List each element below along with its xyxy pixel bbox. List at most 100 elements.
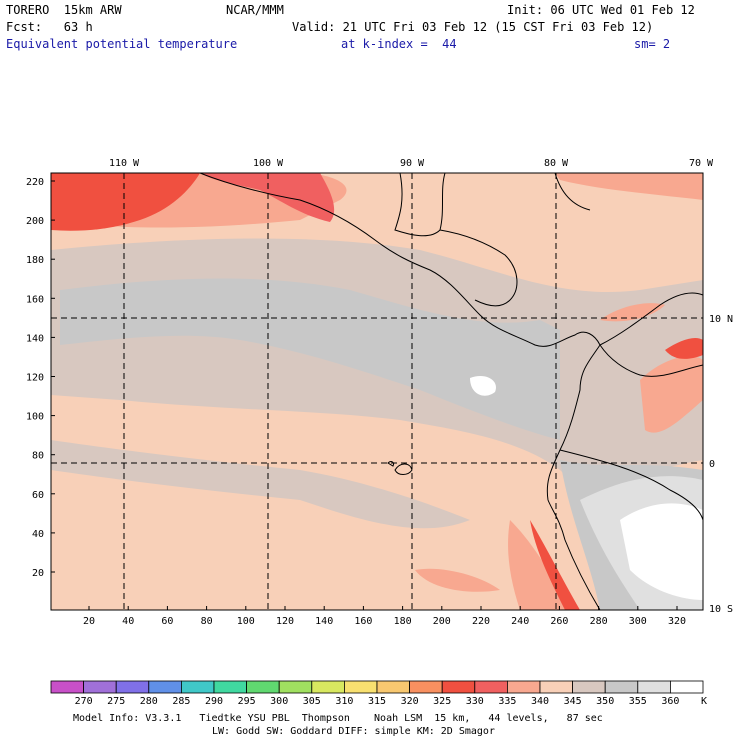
colorbar-unit: K (701, 696, 707, 707)
colorbar-label: 330 (466, 696, 484, 707)
colorbar-label: 275 (107, 696, 125, 707)
lon-label: 110 W (109, 158, 140, 169)
colorbar-label: 335 (498, 696, 516, 707)
y-tick-label: 160 (26, 294, 44, 305)
colorbar-label: 315 (368, 696, 386, 707)
colorbar-label: 360 (661, 696, 679, 707)
y-tick-label: 220 (26, 177, 44, 188)
colorbar-label: 300 (270, 696, 288, 707)
x-tick-label: 240 (511, 616, 529, 627)
top-lon-labels: 110 W 100 W 90 W 80 W 70 W (109, 158, 714, 169)
x-tick-label: 180 (394, 616, 412, 627)
colorbar-swatch (637, 680, 671, 694)
x-tick-label: 260 (550, 616, 568, 627)
colorbar-labels: 270 275 280 285 290 295 300 305 310 315 320 325 330 3… (75, 696, 680, 707)
x-tick-label: 80 (201, 616, 213, 627)
colorbar-label: 280 (140, 696, 158, 707)
lon-label: 80 W (544, 158, 569, 169)
lat-label: 0 (709, 459, 715, 470)
y-tick-label: 40 (32, 529, 44, 540)
field-330-northeast (200, 173, 335, 222)
y-tick-label: 60 (32, 490, 44, 501)
field-355-band (60, 278, 560, 440)
colorbar-label: 285 (172, 696, 190, 707)
colorbar-swatch (441, 680, 476, 694)
footer-model-info: Model Info: V3.3.1 Tiedtke YSU PBL Thomp… (73, 713, 603, 724)
field-name: Equivalent potential temperature (6, 37, 238, 51)
lat-label: 10 S (709, 604, 733, 615)
colorbar-swatch (311, 680, 345, 694)
lon-label: 90 W (400, 158, 425, 169)
colorbar-label: 270 (75, 696, 93, 707)
x-tick-labels: 20 40 60 80 100 120 140 160 180 200 220 240 260 280 30… (83, 606, 686, 627)
graticule (51, 173, 703, 610)
x-tick-label: 20 (83, 616, 95, 627)
field-350-lower (51, 440, 470, 529)
init-time: Init: 06 UTC Wed 01 Feb 12 (507, 3, 695, 17)
forecast-hour: Fcst: 63 h (6, 20, 93, 34)
colorbar-label: 325 (433, 696, 451, 707)
colorbar-label: 305 (303, 696, 321, 707)
colorbar-swatch (604, 680, 639, 694)
x-tick-label: 220 (472, 616, 490, 627)
colorbar (50, 680, 704, 694)
field-340-east (640, 356, 703, 433)
colorbar-label: 340 (531, 696, 549, 707)
y-tick-label: 80 (32, 451, 44, 462)
theta-e-field (51, 173, 703, 610)
model-title: TORERO 15km ARW (6, 3, 122, 17)
lat-label: 10 N (709, 314, 733, 325)
field-330-coast (530, 520, 580, 610)
colorbar-swatch (376, 680, 410, 694)
footer-physics: LW: Godd SW: Goddard DIFF: simple KM: 2D… (212, 726, 495, 737)
y-tick-label: 180 (26, 255, 44, 266)
field-340-gulf (555, 173, 703, 200)
field-330-northwest (51, 173, 200, 231)
colorbar-label: 355 (629, 696, 647, 707)
x-tick-label: 300 (629, 616, 647, 627)
y-tick-label: 200 (26, 216, 44, 227)
x-tick-label: 120 (276, 616, 294, 627)
valid-time: Valid: 21 UTC Fri 03 Feb 12 (15 CST Fri … (292, 20, 654, 34)
x-tick-label: 100 (237, 616, 255, 627)
x-tick-label: 320 (668, 616, 686, 627)
colorbar-label: 290 (205, 696, 223, 707)
y-tick-labels: 220 200 180 160 140 120 100 80 60 40 20 (26, 177, 55, 579)
level-index: at k-index = 44 (341, 37, 457, 51)
right-lat-labels: 10 N 0 10 S (709, 314, 733, 615)
map-frame (50, 172, 704, 611)
colorbar-swatch (246, 680, 280, 694)
colorbar-label: 310 (335, 696, 353, 707)
colorbar-swatch (180, 680, 215, 694)
field-330-east (665, 338, 703, 359)
colorbar-swatch (148, 680, 182, 694)
colorbar-swatch (278, 680, 313, 694)
smoothing: sm= 2 (634, 37, 671, 51)
y-tick-label: 120 (26, 373, 44, 384)
y-tick-label: 100 (26, 412, 44, 423)
colorbar-swatch (539, 680, 573, 694)
x-tick-label: 280 (590, 616, 608, 627)
x-tick-label: 200 (433, 616, 451, 627)
lon-label: 100 W (253, 158, 284, 169)
field-340-patch (415, 568, 500, 592)
y-tick-label: 140 (26, 333, 44, 344)
field-340-caribbean (600, 303, 665, 322)
colorbar-label: 350 (596, 696, 614, 707)
colorbar-label: 345 (564, 696, 582, 707)
field-white-patch (620, 503, 703, 600)
colorbar-label: 295 (238, 696, 256, 707)
colorbar-swatch (409, 680, 443, 694)
colorbar-swatch (50, 680, 84, 694)
colorbar-swatch (572, 680, 606, 694)
colorbar-swatch (83, 680, 117, 694)
x-tick-label: 40 (122, 616, 134, 627)
y-tick-label: 20 (32, 568, 44, 579)
colorbar-swatch (115, 680, 150, 694)
colorbar-swatch (213, 680, 247, 694)
x-tick-label: 160 (354, 616, 372, 627)
lon-label: 70 W (689, 158, 714, 169)
colorbar-swatch (343, 680, 378, 694)
colorbar-swatch (670, 680, 704, 694)
